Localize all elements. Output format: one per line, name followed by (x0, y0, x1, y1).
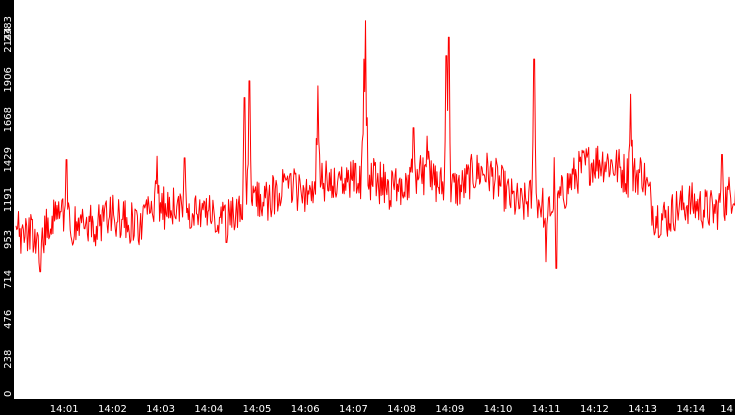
y-tick-label: 476 (3, 310, 14, 329)
x-tick-label: 14:03 (146, 404, 175, 415)
y-tick-label: 714 (3, 270, 14, 289)
x-tick-label: 14 (720, 404, 733, 415)
x-tick-label: 14:02 (98, 404, 127, 415)
plot-background (14, 0, 735, 399)
y-tick-label: 1906 (3, 67, 14, 92)
x-tick-label: 14:12 (580, 404, 609, 415)
y-tick-label: 1191 (3, 187, 14, 212)
x-tick-label: 14:05 (243, 404, 272, 415)
y-tick-label: 0 (3, 391, 14, 397)
x-tick-label: 14:14 (676, 404, 705, 415)
y-tick-label: 1429 (3, 147, 14, 172)
x-tick-label: 14:10 (484, 404, 513, 415)
series-line (15, 20, 735, 273)
x-tick-label: 14:06 (291, 404, 320, 415)
x-tick-label: 14:07 (339, 404, 368, 415)
y-tick-label: 1668 (3, 107, 14, 132)
x-tick-label: 14:08 (387, 404, 416, 415)
x-tick-label: 14:11 (532, 404, 561, 415)
y-tick-label: 238 (3, 350, 14, 369)
y-tick-label: 953 (3, 230, 14, 249)
x-axis: 14:01 14:02 14:03 14:04 14:05 14:06 14:07 14:08… (50, 404, 733, 415)
x-tick-label: 14:09 (435, 404, 464, 415)
y-tick-label: 2144 (3, 27, 14, 52)
x-tick-label: 14:13 (628, 404, 657, 415)
y-tick-label: 2383 (3, 16, 14, 41)
x-tick-label: 14:01 (50, 404, 79, 415)
x-tick-label: 14:04 (194, 404, 223, 415)
